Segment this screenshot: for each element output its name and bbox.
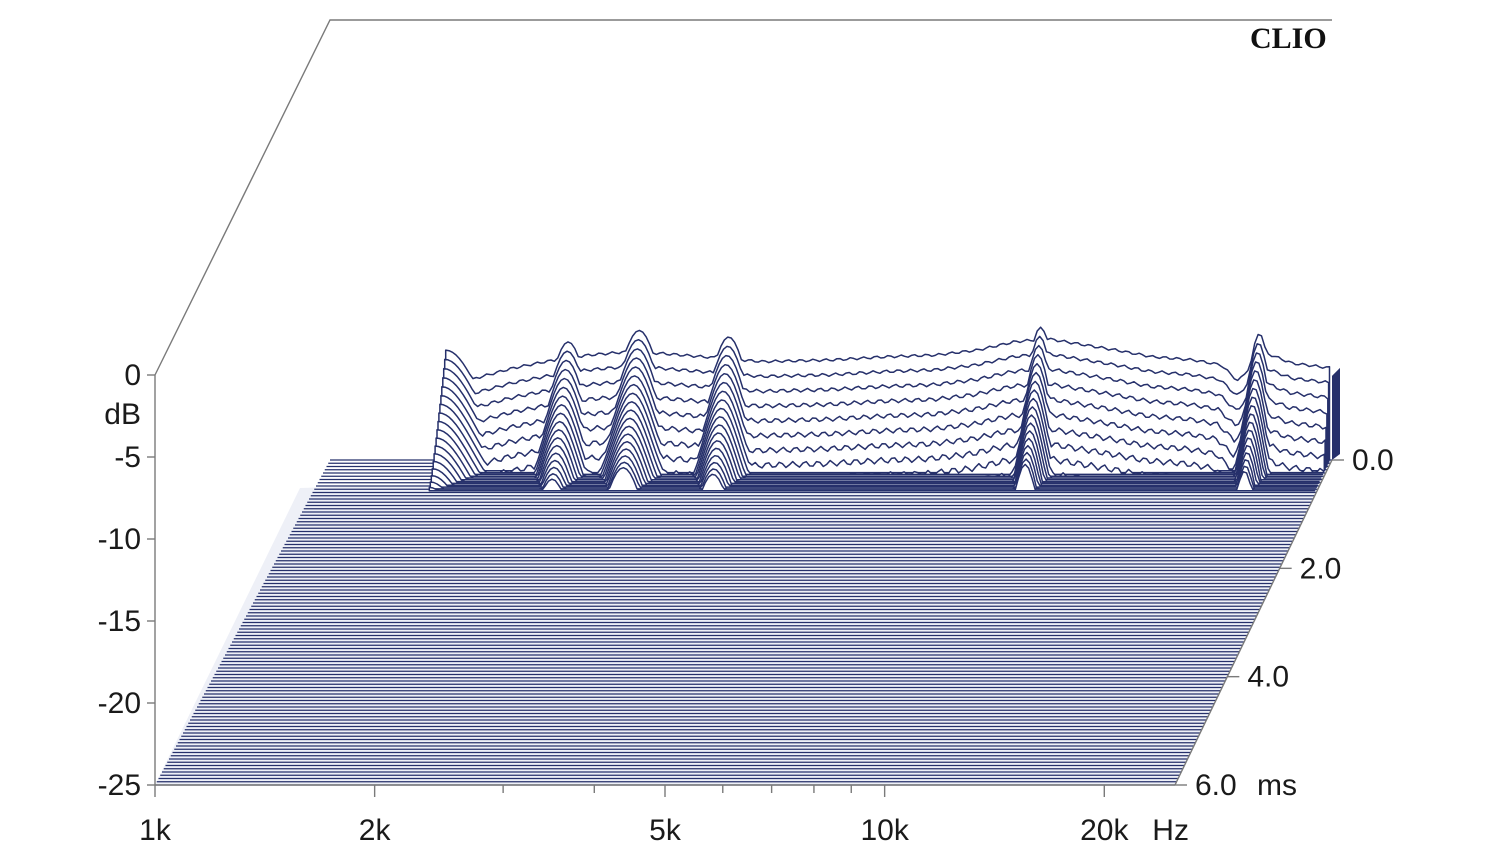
time-axis: 0.0 2.0 4.0 6.0 ms — [1175, 444, 1394, 802]
z-tick-label: 0.0 — [1352, 444, 1394, 477]
decay-slice-13 — [432, 437, 1319, 485]
decay-slice-16 — [429, 458, 1317, 490]
z-tick-label: 6.0 — [1195, 769, 1237, 802]
decay-slice-15 — [430, 451, 1318, 488]
y-tick-label: -5 — [114, 441, 141, 474]
level-axis: 0 -5 -10 -15 -20 -25 dB — [98, 359, 155, 802]
frequency-axis: 1k 2k 5k 10k 20k Hz — [139, 785, 1189, 847]
x-tick-label: 2k — [359, 814, 392, 847]
decay-slice-9 — [436, 406, 1323, 477]
y-tick-label: -20 — [98, 687, 141, 720]
back-edge-bar — [1332, 367, 1340, 460]
x-tick-label: 5k — [649, 814, 682, 847]
y-tick-label: 0 — [124, 359, 141, 392]
clio-brand-label: CLIO — [1250, 22, 1327, 55]
z-tick-label: 4.0 — [1247, 661, 1289, 694]
x-axis-unit: Hz — [1152, 814, 1189, 847]
decay-slice-6 — [439, 380, 1326, 472]
z-axis-unit: ms — [1257, 769, 1297, 802]
decay-slice-11 — [434, 422, 1321, 481]
frame-right-edge — [1174, 459, 1333, 786]
decay-slice-12 — [433, 430, 1320, 483]
decay-slices — [428, 326, 1340, 492]
y-tick-label: -25 — [98, 769, 141, 802]
decay-slice-17 — [428, 463, 1316, 492]
y-tick-label: -10 — [98, 523, 141, 556]
x-tick-label: 10k — [860, 814, 909, 847]
y-tick-label: -15 — [98, 605, 141, 638]
y-axis-label: dB — [104, 398, 141, 431]
z-tick-label: 2.0 — [1300, 552, 1342, 585]
time-floor — [155, 459, 1332, 786]
decay-slice-14 — [431, 444, 1319, 487]
x-tick-label: 1k — [139, 814, 172, 847]
decay-slice-10 — [435, 414, 1322, 479]
x-tick-label: 20k — [1080, 814, 1129, 847]
frame-left-wall — [154, 19, 1332, 785]
